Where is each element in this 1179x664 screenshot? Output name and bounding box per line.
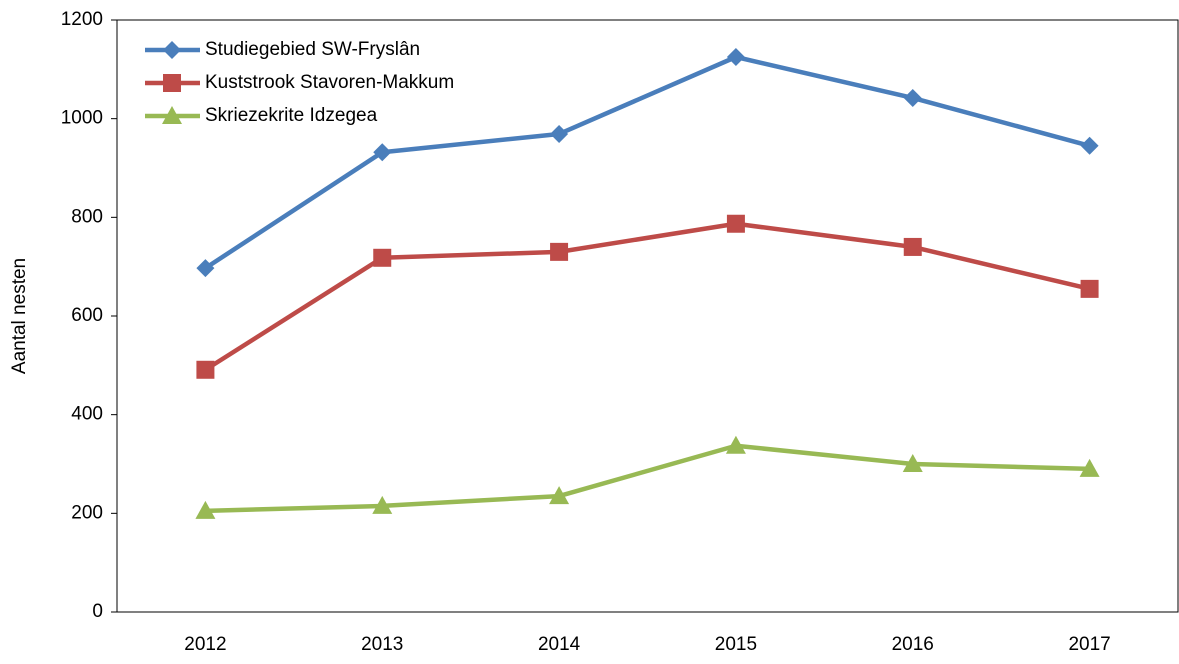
x-tick-label: 2015 [715, 634, 757, 655]
data-point [549, 486, 570, 505]
legend-marker [162, 106, 182, 124]
series-line [205, 443, 1090, 514]
legend-label: Kuststrook Stavoren-Makkum [205, 72, 454, 93]
data-point [903, 88, 922, 107]
data-point [195, 500, 216, 519]
series-line [204, 221, 1091, 372]
x-tick-label: 2017 [1068, 634, 1110, 655]
data-point [726, 214, 745, 233]
data-point [373, 143, 392, 162]
x-tick-label: 2013 [361, 634, 403, 655]
data-point [725, 435, 746, 454]
y-axis-label: Aantal nesten [9, 258, 30, 374]
y-tick-label: 0 [92, 601, 103, 622]
data-point [196, 259, 215, 278]
y-tick-label: 400 [71, 404, 103, 425]
data-point [550, 242, 569, 261]
data-point [726, 48, 745, 66]
data-point [1080, 136, 1099, 155]
legend-marker [163, 74, 181, 92]
legend-label: Skriezekrite Idzegea [205, 105, 378, 126]
data-point [196, 360, 215, 379]
y-tick-label: 1000 [61, 108, 103, 129]
data-point [373, 248, 392, 267]
legend-marker [163, 41, 181, 59]
x-tick-label: 2014 [538, 634, 581, 655]
y-tick-label: 600 [71, 305, 103, 326]
data-point [902, 454, 923, 472]
y-tick-label: 200 [71, 502, 103, 523]
legend-label: Studiegebied SW-Fryslân [205, 39, 420, 60]
x-tick-label: 2012 [184, 634, 226, 655]
data-point [1079, 458, 1100, 477]
x-tick-label: 2016 [892, 634, 934, 655]
data-point [550, 124, 569, 143]
y-tick-label: 1200 [61, 9, 103, 30]
data-point [372, 495, 393, 514]
data-point [903, 237, 922, 256]
series-line [204, 54, 1091, 271]
y-tick-label: 800 [71, 206, 103, 227]
data-point [1080, 279, 1099, 298]
